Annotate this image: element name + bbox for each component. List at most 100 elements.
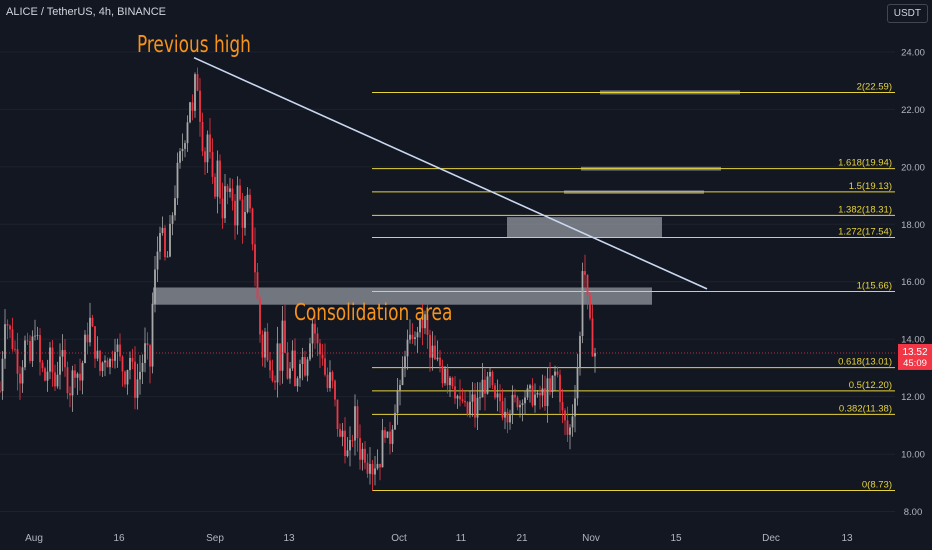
- candle-214: [534, 383, 536, 413]
- candle-181: [451, 376, 454, 390]
- candle-21: [51, 339, 54, 387]
- candle-157: [391, 425, 394, 453]
- candle-106: [264, 327, 266, 368]
- candle-195: [486, 371, 489, 395]
- candle-60: [149, 343, 151, 384]
- candle-89: [221, 182, 224, 229]
- candle-115: [286, 342, 289, 380]
- candle-218: [544, 375, 546, 411]
- candle-15: [36, 326, 39, 340]
- candle-203: [506, 408, 509, 434]
- candle-161: [401, 356, 404, 386]
- candle-36: [89, 302, 91, 347]
- candle-193: [481, 362, 484, 398]
- y-tick-label-7: 22.00: [901, 105, 925, 116]
- candle-131: [326, 367, 329, 392]
- candle-144: [359, 424, 361, 470]
- candle-197: [491, 370, 494, 389]
- candle-191: [476, 382, 479, 431]
- candle-211: [526, 384, 529, 400]
- candle-165: [411, 323, 414, 345]
- candle-56: [139, 355, 141, 395]
- candle-97: [241, 192, 244, 244]
- candle-9: [21, 360, 24, 393]
- candle-73: [181, 133, 184, 161]
- candle-146: [364, 441, 366, 470]
- candle-235: [586, 274, 589, 310]
- y-tick-label-0: 8.00: [904, 507, 923, 518]
- candle-107: [266, 323, 269, 362]
- candle-210: [524, 390, 526, 415]
- candle-151: [376, 449, 379, 471]
- candle-103: [256, 262, 259, 300]
- candle-102: [254, 227, 256, 287]
- x-tick-label-2: Sep: [206, 533, 224, 544]
- x-tick-label-6: 21: [516, 533, 528, 544]
- candle-175: [436, 340, 439, 362]
- candle-46: [114, 338, 116, 369]
- candle-238: [594, 347, 596, 373]
- candle-201: [501, 388, 504, 421]
- candle-188: [469, 390, 471, 418]
- candle-93: [231, 178, 234, 211]
- candle-113: [281, 306, 284, 384]
- candle-53: [131, 348, 134, 369]
- candle-78: [194, 72, 196, 118]
- candle-140: [349, 426, 351, 467]
- candle-108: [269, 351, 271, 379]
- candle-91: [226, 183, 229, 205]
- candle-109: [271, 359, 274, 383]
- candle-112: [279, 343, 281, 386]
- fib-label-6: 1.382(18.31): [838, 204, 892, 215]
- candle-183: [456, 394, 459, 409]
- fib-label-7: 1.5(19.13): [849, 181, 892, 192]
- candle-196: [489, 367, 491, 388]
- candle-135: [336, 399, 339, 437]
- candle-27: [66, 361, 69, 400]
- candle-57: [141, 354, 144, 384]
- candle-100: [249, 188, 251, 213]
- candle-186: [464, 391, 466, 407]
- candle-124: [309, 337, 311, 362]
- candle-180: [449, 375, 451, 397]
- candle-4: [9, 324, 11, 338]
- currency-unit-button[interactable]: USDT: [886, 4, 928, 23]
- candle-154: [384, 427, 386, 443]
- candle-32: [79, 358, 81, 391]
- candle-216: [539, 385, 541, 410]
- candle-74: [184, 140, 186, 158]
- candle-145: [361, 442, 364, 471]
- candle-138: [344, 417, 346, 464]
- symbol-header: ALICE / TetherUS, 4h, BINANCE: [6, 6, 166, 18]
- candle-81: [201, 112, 204, 157]
- candle-121: [301, 347, 304, 381]
- candle-129: [321, 343, 324, 366]
- candle-139: [346, 437, 349, 458]
- candle-228: [569, 424, 571, 450]
- candle-119: [296, 376, 299, 392]
- candle-114: [284, 304, 286, 354]
- x-tick-label-10: 13: [841, 533, 853, 544]
- candle-101: [251, 207, 254, 251]
- candle-133: [331, 370, 334, 389]
- candle-59: [146, 332, 149, 360]
- candle-58: [144, 327, 146, 373]
- candle-234: [584, 254, 586, 288]
- x-tick-label-5: 11: [456, 533, 467, 544]
- candle-69: [171, 212, 174, 236]
- candle-137: [341, 423, 344, 447]
- candle-163: [406, 329, 409, 370]
- candle-176: [439, 350, 441, 373]
- candle-207: [516, 395, 519, 411]
- candle-179: [446, 364, 449, 394]
- candle-221: [551, 375, 554, 398]
- candle-95: [236, 176, 239, 235]
- candle-77: [191, 94, 194, 121]
- candle-63: [156, 236, 159, 282]
- candle-94: [234, 194, 236, 240]
- candle-35: [86, 322, 89, 355]
- candle-219: [546, 367, 549, 423]
- candle-152: [379, 463, 381, 481]
- fib-label-2: 0.5(12.20): [849, 380, 892, 391]
